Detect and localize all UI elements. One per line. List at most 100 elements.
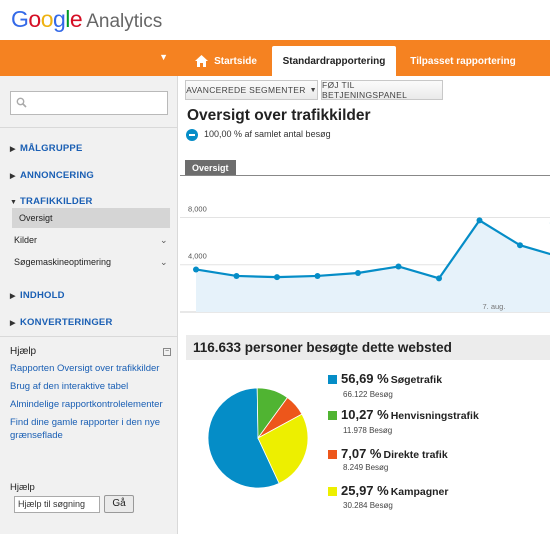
summary-text: 116.633 personer besøgte dette websted bbox=[193, 340, 452, 355]
legend-count: 8.249 Besøg bbox=[343, 463, 389, 472]
help-link[interactable]: Find dine gamle rapporter i den nye græn… bbox=[10, 417, 160, 441]
minimize-icon[interactable]: − bbox=[163, 348, 171, 356]
button-label: FØJ TIL BETJENINGSPANEL bbox=[322, 80, 408, 100]
button-label: AVANCEREDE SEGMENTER bbox=[186, 85, 306, 95]
legend-percent: 10,27 % bbox=[341, 407, 389, 422]
sidebar-item-oversigt[interactable]: Oversigt bbox=[12, 208, 170, 228]
home-icon bbox=[195, 55, 209, 67]
chevron-down-icon: ▼ bbox=[309, 86, 317, 94]
section-label: MÅLGRUPPE bbox=[20, 143, 83, 154]
product-name: Analytics bbox=[86, 11, 163, 32]
chevron-down-icon: ▼ bbox=[159, 52, 168, 62]
logo-wordmark: Google bbox=[11, 6, 83, 32]
section-label: TRAFIKKILDER bbox=[20, 196, 93, 207]
legend-count: 66.122 Besøg bbox=[343, 390, 393, 399]
sidebar-search-input[interactable] bbox=[10, 91, 168, 115]
data-point[interactable] bbox=[436, 275, 442, 282]
legend-swatch bbox=[328, 375, 337, 384]
sidebar-section-indhold[interactable]: ▶ INDHOLD bbox=[10, 290, 65, 301]
pie-slice[interactable] bbox=[257, 413, 309, 484]
legend-percent: 25,97 % bbox=[341, 483, 389, 498]
legend-item[interactable]: 7,07 % Direkte trafik bbox=[341, 446, 448, 461]
tab-standardrapportering[interactable]: Standardrapportering bbox=[272, 46, 396, 76]
add-to-dashboard-button[interactable]: FØJ TIL BETJENINGSPANEL bbox=[321, 80, 443, 100]
legend-count: 30.284 Besøg bbox=[343, 501, 393, 510]
data-point[interactable] bbox=[517, 242, 523, 249]
section-label: INDHOLD bbox=[20, 290, 65, 301]
go-button[interactable]: Gå bbox=[104, 495, 134, 513]
series-area bbox=[196, 220, 550, 312]
item-label: Oversigt bbox=[19, 213, 53, 223]
section-label: ANNONCERING bbox=[20, 170, 94, 181]
help-search-input[interactable]: Hjælp til søgning bbox=[14, 496, 100, 513]
expand-arrow-icon: ▶ bbox=[10, 320, 16, 327]
data-point[interactable] bbox=[355, 270, 361, 276]
legend-item[interactable]: 56,69 % Søgetrafik bbox=[341, 371, 442, 386]
help-title: Hjælp bbox=[10, 346, 37, 357]
data-points bbox=[193, 217, 523, 282]
legend-item[interactable]: 10,27 % Henvisningstrafik bbox=[341, 407, 479, 422]
divider bbox=[0, 336, 178, 337]
tab-label: Tilpasset rapportering bbox=[410, 55, 516, 67]
help-link[interactable]: Rapporten Oversigt over trafikkilder bbox=[10, 363, 160, 374]
data-point[interactable] bbox=[274, 274, 280, 281]
legend-percent: 56,69 % bbox=[341, 371, 389, 386]
tab-label: Startside bbox=[214, 55, 257, 67]
help-search-title: Hjælp bbox=[10, 482, 35, 493]
tab-oversigt[interactable]: Oversigt bbox=[185, 160, 236, 176]
y-tick-label: 4,000 bbox=[188, 252, 207, 261]
legend-label: Kampagner bbox=[390, 486, 449, 498]
legend-label: Direkte trafik bbox=[383, 449, 448, 461]
expand-arrow-icon: ▶ bbox=[10, 173, 16, 180]
sidebar-section-trafikkilder[interactable]: ▼ TRAFIKKILDER bbox=[10, 196, 93, 207]
segment-text: 100,00 % af samlet antal besøg bbox=[204, 129, 331, 139]
advanced-segments-button[interactable]: AVANCEREDE SEGMENTER ▼ bbox=[185, 80, 318, 100]
top-bar: Google Analytics bbox=[0, 0, 550, 40]
page-title: Oversigt over trafikkilder bbox=[187, 107, 371, 124]
legend-label: Søgetrafik bbox=[390, 374, 443, 386]
sidebar-item-kilder[interactable]: Kilder bbox=[14, 235, 37, 245]
sidebar-section-annoncering[interactable]: ▶ ANNONCERING bbox=[10, 170, 94, 181]
sidebar-item-sogemaskineoptimering[interactable]: Søgemaskineoptimering bbox=[14, 257, 111, 267]
expand-arrow-icon: ▶ bbox=[10, 293, 16, 300]
legend-swatch bbox=[328, 411, 337, 420]
legend-label: Henvisningstrafik bbox=[390, 410, 479, 422]
data-point[interactable] bbox=[314, 272, 321, 279]
visits-line-chart[interactable]: 8,000 4,000 7. aug. bbox=[180, 182, 550, 322]
sidebar-section-malgruppe[interactable]: ▶ MÅLGRUPPE bbox=[10, 143, 83, 154]
segment-toggle-icon[interactable] bbox=[186, 129, 198, 141]
axis-labels: 8,000 4,000 7. aug. bbox=[188, 204, 505, 311]
collapse-arrow-icon: ▼ bbox=[10, 199, 18, 206]
sidebar-section-konverteringer[interactable]: ▶ KONVERTERINGER bbox=[10, 317, 113, 328]
search-icon bbox=[16, 97, 27, 108]
tab-label: Standardrapportering bbox=[282, 55, 386, 67]
legend-swatch bbox=[328, 450, 337, 459]
legend-count: 11.978 Besøg bbox=[343, 426, 393, 435]
expand-arrow-icon: ▶ bbox=[10, 146, 16, 153]
tab-startside[interactable]: Startside bbox=[185, 46, 267, 76]
help-link[interactable]: Brug af den interaktive tabel bbox=[10, 381, 129, 392]
data-point[interactable] bbox=[476, 217, 483, 224]
pie-slice[interactable] bbox=[207, 387, 280, 489]
series-line bbox=[195, 218, 550, 280]
tab-divider bbox=[180, 175, 550, 176]
data-point[interactable] bbox=[395, 263, 402, 270]
data-point[interactable] bbox=[193, 266, 199, 273]
item-label: Søgemaskineoptimering bbox=[14, 257, 112, 267]
x-tick-label: 7. aug. bbox=[483, 302, 506, 311]
traffic-sources-pie-chart[interactable] bbox=[205, 385, 311, 491]
data-point[interactable] bbox=[233, 272, 240, 279]
legend-item[interactable]: 25,97 % Kampagner bbox=[341, 483, 448, 498]
chevron-down-icon[interactable]: ⌄ bbox=[160, 235, 168, 245]
item-label: Kilder bbox=[14, 235, 38, 245]
chevron-down-icon[interactable]: ⌄ bbox=[160, 257, 168, 267]
help-link[interactable]: Almindelige rapportkontrolelementer bbox=[10, 399, 163, 410]
summary-bar bbox=[186, 335, 550, 360]
account-dropdown[interactable]: ▼ bbox=[0, 40, 178, 76]
section-label: KONVERTERINGER bbox=[20, 317, 113, 328]
sidebar bbox=[0, 76, 178, 534]
legend-swatch bbox=[328, 487, 337, 496]
tab-tilpasset-rapportering[interactable]: Tilpasset rapportering bbox=[401, 46, 525, 76]
y-tick-label: 8,000 bbox=[188, 204, 207, 213]
google-analytics-logo[interactable]: Google Analytics bbox=[11, 6, 162, 33]
